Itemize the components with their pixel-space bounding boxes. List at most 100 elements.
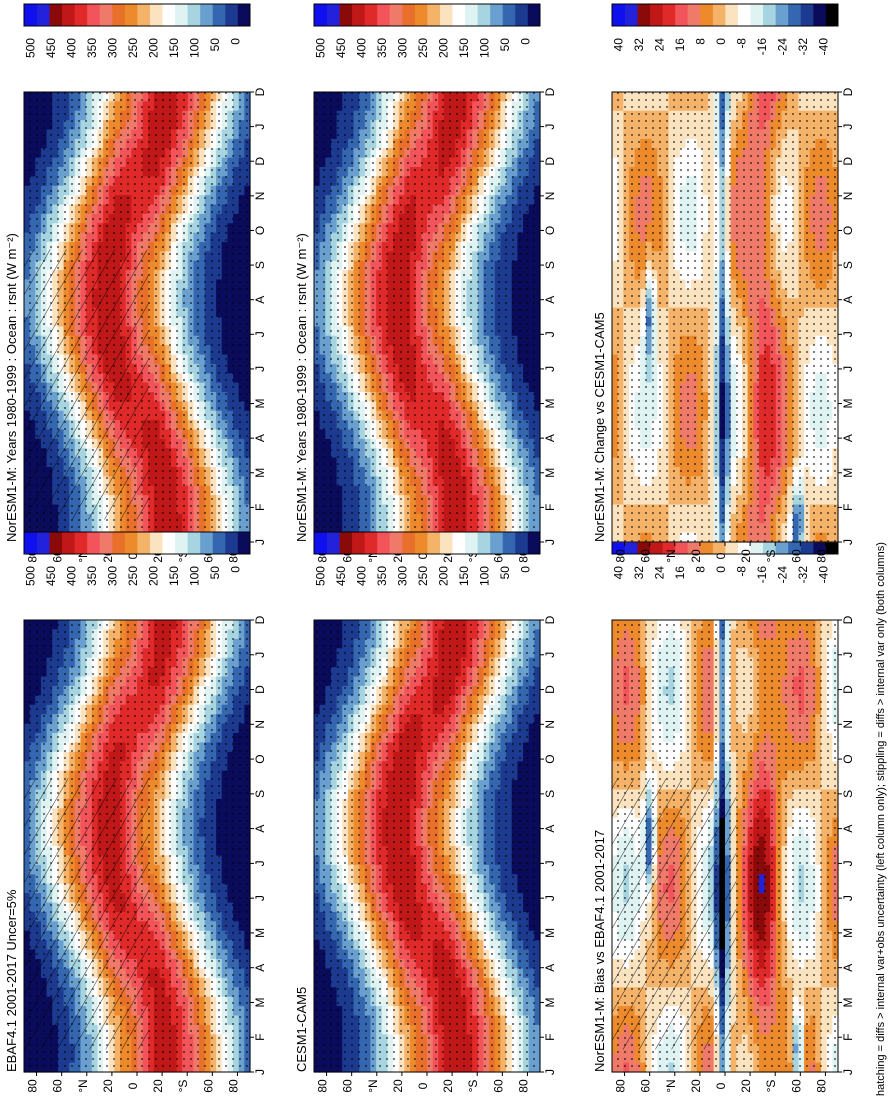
- month-tick-label: A: [543, 434, 557, 442]
- colorbar-swatch: [99, 4, 113, 26]
- month-tick-label: J: [253, 331, 267, 337]
- colorbar-swatch: [187, 4, 201, 26]
- colorbar-frame: [23, 3, 251, 27]
- month-tick-label: J: [253, 124, 267, 130]
- month-tick-label: J: [543, 539, 557, 545]
- panel-top-right: 80 60 °N 20 0 20 °S 60 80JFMAMJJASONDJDNorESM1-M…: [294, 3, 557, 563]
- colorbar-swatch: [24, 4, 37, 26]
- colorbar-tick-label: 500: [23, 38, 37, 58]
- month-tick-label: S: [253, 261, 267, 269]
- colorbar-swatch: [199, 4, 213, 26]
- colorbar-swatch: [237, 4, 251, 26]
- colorbar: 0 50 100 150 200 250 300 350 400 450 500: [23, 3, 251, 58]
- colorbar-tick-label: 200: [147, 38, 161, 58]
- colorbar-swatch: [49, 4, 63, 26]
- colorbar-swatch: [514, 4, 528, 26]
- colorbar-swatch: [427, 4, 440, 26]
- colorbar-swatch: [414, 4, 428, 26]
- stipple-overlay: [314, 92, 540, 542]
- month-tick-label: A: [253, 434, 267, 442]
- colorbar-tick-label: 250: [126, 38, 140, 58]
- month-tick-label: D: [543, 157, 557, 166]
- colorbar-swatch: [162, 4, 176, 26]
- colorbar-tick-label: 200: [437, 38, 451, 58]
- colorbar-swatch: [464, 4, 478, 26]
- month-tick-label: J: [543, 124, 557, 130]
- month-tick-label: S: [543, 261, 557, 269]
- colorbar-tick-label: 0: [519, 38, 533, 45]
- month-tick-label: A: [253, 296, 267, 304]
- colorbar-tick-label: 350: [375, 38, 389, 58]
- hatch-overlay: [24, 249, 149, 520]
- colorbar-swatch: [174, 4, 188, 26]
- colorbar-swatch: [74, 4, 88, 26]
- colorbar-swatch: [36, 4, 50, 26]
- colorbar-tick-label: 0: [229, 38, 243, 45]
- colorbar-frame: [313, 3, 541, 27]
- colorbar: 0 50 100 150 200 250 300 350 400 450 500: [313, 3, 541, 58]
- colorbar-swatch: [364, 4, 378, 26]
- colorbar-tick-label: 50: [498, 38, 512, 52]
- colorbar-swatch: [351, 4, 365, 26]
- month-tick-label: N: [253, 192, 267, 201]
- panel-title: NorESM1-M: Years 1980-1999 : Ocean : rsn…: [294, 233, 309, 542]
- colorbar-tick-label: 100: [478, 38, 492, 58]
- colorbar-tick-label: 450: [334, 38, 348, 58]
- month-tick-label: J: [253, 539, 267, 545]
- month-tick-label: D: [543, 87, 557, 96]
- colorbar-tick-label: 400: [64, 38, 78, 58]
- colorbar-swatch: [124, 4, 138, 26]
- colorbar-swatch: [439, 4, 453, 26]
- colorbar-tick-label: 150: [457, 38, 471, 58]
- colorbar-swatch: [111, 4, 125, 26]
- colorbar-tick-label: 450: [44, 38, 58, 58]
- colorbar-tick-label: 500: [313, 38, 327, 58]
- month-tick-label: F: [253, 504, 267, 511]
- colorbar-swatch: [389, 4, 403, 26]
- colorbar-swatch: [452, 4, 466, 26]
- colorbar-tick-label: 350: [85, 38, 99, 58]
- colorbar-swatch: [477, 4, 491, 26]
- month-tick-label: A: [543, 296, 557, 304]
- colorbar-swatch: [224, 4, 238, 26]
- colorbar-tick-label: 300: [395, 38, 409, 58]
- colorbar-tick-label: 50: [208, 38, 222, 52]
- colorbar-swatch: [376, 4, 390, 26]
- lat-tick-label: 0: [416, 552, 430, 559]
- month-tick-label: J: [253, 366, 267, 372]
- colorbar-swatch: [212, 4, 226, 26]
- colorbar-swatch: [314, 4, 327, 26]
- month-tick-label: N: [543, 192, 557, 201]
- colorbar-swatch: [527, 4, 541, 26]
- month-tick-label: D: [253, 87, 267, 96]
- colorbar-swatch: [401, 4, 415, 26]
- colorbar-swatch: [149, 4, 163, 26]
- month-tick-label: O: [253, 226, 267, 235]
- colorbar-swatch: [86, 4, 100, 26]
- month-tick-label: M: [253, 399, 267, 409]
- month-tick-label: F: [543, 504, 557, 511]
- panel-top-left: 80 60 °N 20 0 20 °S 60 80JFMAMJJASONDJDNorESM1-M…: [4, 3, 267, 563]
- month-tick-label: O: [543, 226, 557, 235]
- colorbar-tick-label: 400: [354, 38, 368, 58]
- colorbar-swatch: [489, 4, 503, 26]
- lat-tick-label: 0: [126, 552, 140, 559]
- colorbar-tick-label: 150: [167, 38, 181, 58]
- month-tick-label: M: [543, 399, 557, 409]
- colorbar-tick-label: 250: [416, 38, 430, 58]
- colorbar-swatch: [502, 4, 516, 26]
- colorbar-tick-label: 300: [105, 38, 119, 58]
- month-tick-label: D: [253, 157, 267, 166]
- colorbar-swatch: [61, 4, 75, 26]
- colorbar-swatch: [339, 4, 353, 26]
- colorbar-swatch: [326, 4, 340, 26]
- month-tick-label: M: [543, 468, 557, 478]
- panel-title: NorESM1-M: Years 1980-1999 : Ocean : rsn…: [4, 233, 19, 542]
- month-tick-label: J: [543, 331, 557, 337]
- month-tick-label: J: [543, 366, 557, 372]
- month-tick-label: M: [253, 468, 267, 478]
- colorbar-tick-label: 100: [188, 38, 202, 58]
- colorbar-swatch: [137, 4, 150, 26]
